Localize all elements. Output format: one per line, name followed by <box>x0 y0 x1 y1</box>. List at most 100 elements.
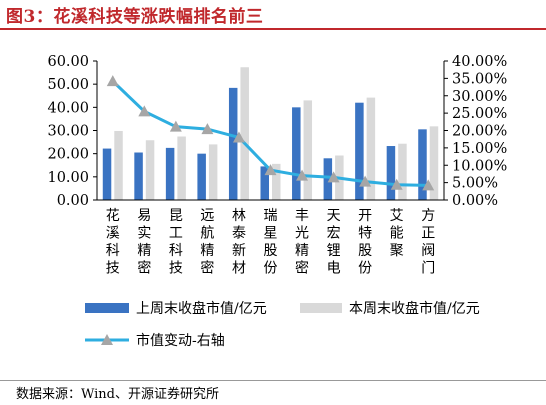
change-point <box>106 75 119 87</box>
change-point <box>359 175 372 187</box>
bar-prev-week <box>386 146 396 200</box>
change-line-series <box>106 75 435 191</box>
x-axis-tick-label-char: 方 <box>421 208 435 224</box>
change-point <box>264 164 277 176</box>
x-axis-tick-label-char: 股 <box>358 243 372 259</box>
x-axis-tick-label-char: 精 <box>200 243 214 259</box>
x-axis-tick-label-char: 实 <box>137 225 151 241</box>
market-cap-chart: 0.00 10.00 20.00 30.00 40.00 50.00 60.00 0.00%… <box>47 54 507 349</box>
bar-this-week <box>303 100 313 200</box>
left-axis-tick-label: 10.00 <box>47 170 89 186</box>
source-rule <box>0 380 546 381</box>
x-axis-tick-label-char: 天 <box>327 208 341 224</box>
x-axis-tick-label-char: 花 <box>106 208 120 224</box>
bar-prev-week <box>165 147 175 200</box>
x-axis-tick-label-char: 技 <box>169 260 183 276</box>
x-axis-tick-label-char: 新 <box>232 243 246 259</box>
bar-this-week <box>429 126 439 200</box>
bar-prev-week <box>292 107 301 200</box>
change-point <box>390 178 403 190</box>
x-axis-tick-label: 花溪科技 <box>106 208 120 277</box>
legend-swatch-change-marker <box>101 334 113 345</box>
x-axis-tick-label-char: 瑞 <box>264 208 278 224</box>
x-axis-tick-label-char: 密 <box>137 259 151 276</box>
bar-prev-week <box>323 158 333 200</box>
source-note: 数据来源：Wind、开源证券研究所 <box>16 387 219 402</box>
x-axis-tick-label-char: 丰 <box>295 208 309 224</box>
x-axis-tick-label: 昆工科技 <box>169 208 183 277</box>
bar-this-week <box>114 130 123 200</box>
x-axis-tick-label-char: 股 <box>264 243 278 259</box>
x-axis-tick-label-char: 阀 <box>421 243 435 259</box>
x-axis-tick-label-char: 开 <box>358 208 372 224</box>
x-axis-tick-label-char: 溪 <box>106 225 120 241</box>
left-y-axis: 0.00 10.00 20.00 30.00 40.00 50.00 60.00 <box>47 54 98 209</box>
x-axis-tick-label-char: 能 <box>390 225 404 241</box>
left-axis-tick-label: 60.00 <box>47 54 89 70</box>
x-axis-tick-label: 瑞星股份 <box>264 208 278 277</box>
x-axis-tick-label-char: 门 <box>421 260 435 276</box>
x-axis-tick-label-char: 科 <box>169 243 183 259</box>
legend-label-change-line: 市值变动-右轴 <box>136 332 225 349</box>
bar-prev-week <box>260 166 269 200</box>
change-point <box>327 171 340 183</box>
x-axis-tick-label: 易实精密 <box>137 208 151 277</box>
x-axis-tick-label-char: 易 <box>137 208 151 224</box>
right-y-axis: 0.00%5.00% 10.00%15.00%20.00% 25.00%30.00%… <box>443 54 507 209</box>
x-axis-tick-label-char: 精 <box>137 243 151 259</box>
x-axis-tick-label-char: 泰 <box>232 225 246 241</box>
x-axis-tick-label-char: 工 <box>169 225 183 241</box>
legend-swatch-this-week <box>300 303 342 313</box>
bar-prev-week <box>197 153 206 200</box>
bar-this-week <box>240 67 249 200</box>
x-axis-tick-label-char: 精 <box>295 243 309 259</box>
bar-prev-week <box>134 152 143 200</box>
right-axis-tick-label: 0.00% <box>452 193 498 209</box>
bar-prev-week <box>418 129 427 200</box>
legend-label-prev-week: 上周末收盘市值/亿元 <box>136 300 267 317</box>
x-axis-tick-label-char: 密 <box>200 259 214 276</box>
change-point <box>232 131 245 143</box>
left-axis-tick-label: 20.00 <box>47 147 89 163</box>
bar-this-week <box>177 136 186 200</box>
x-axis-tick-label-char: 星 <box>264 225 278 241</box>
bar-this-week <box>208 144 218 200</box>
x-axis-tick-label: 丰光精密 <box>295 208 309 277</box>
x-axis-tick-label-char: 正 <box>421 225 435 241</box>
bar-this-week <box>366 97 376 200</box>
bar-prev-week <box>228 87 238 200</box>
change-point <box>138 105 151 117</box>
bar-this-week <box>145 140 155 200</box>
change-point <box>201 123 214 135</box>
right-axis-tick-label: 40.00% <box>452 54 507 70</box>
x-axis-tick-label-char: 份 <box>264 260 278 276</box>
change-point <box>296 169 309 181</box>
title-rule <box>0 28 546 30</box>
bar-this-week <box>398 143 407 200</box>
left-axis-tick-label: 50.00 <box>47 77 89 93</box>
x-axis-tick-label-char: 艾 <box>390 208 404 224</box>
left-axis-tick-label: 0.00 <box>57 193 89 209</box>
x-axis-tick-label-char: 聚 <box>390 243 404 259</box>
right-axis-tick-label: 35.00% <box>452 71 507 87</box>
x-axis-tick-label-char: 份 <box>358 260 372 276</box>
left-axis-tick-label: 30.00 <box>47 124 89 140</box>
x-axis-tick-label-char: 技 <box>106 260 120 276</box>
x-axis-tick-label: 天宏锂电 <box>327 208 341 277</box>
x-axis-tick-label-char: 昆 <box>169 208 183 224</box>
x-axis-tick-label: 艾能聚 <box>390 208 404 259</box>
x-axis-tick-label-char: 远 <box>200 208 214 224</box>
x-axis-tick-label-char: 航 <box>200 225 214 241</box>
bar-prev-week <box>355 102 364 200</box>
x-axis-tick-label: 开特股份 <box>358 208 372 277</box>
right-axis-tick-label: 25.00% <box>452 106 507 122</box>
x-axis-tick-label-char: 宏 <box>327 225 341 241</box>
right-axis-tick-label: 10.00% <box>452 158 507 174</box>
change-point <box>422 179 435 191</box>
right-axis-tick-label: 30.00% <box>452 89 507 105</box>
x-axis-tick-label-char: 光 <box>295 225 309 241</box>
x-axis-tick-label-char: 科 <box>106 243 120 259</box>
change-point <box>169 120 182 132</box>
x-axis-tick-label-char: 锂 <box>327 243 341 259</box>
